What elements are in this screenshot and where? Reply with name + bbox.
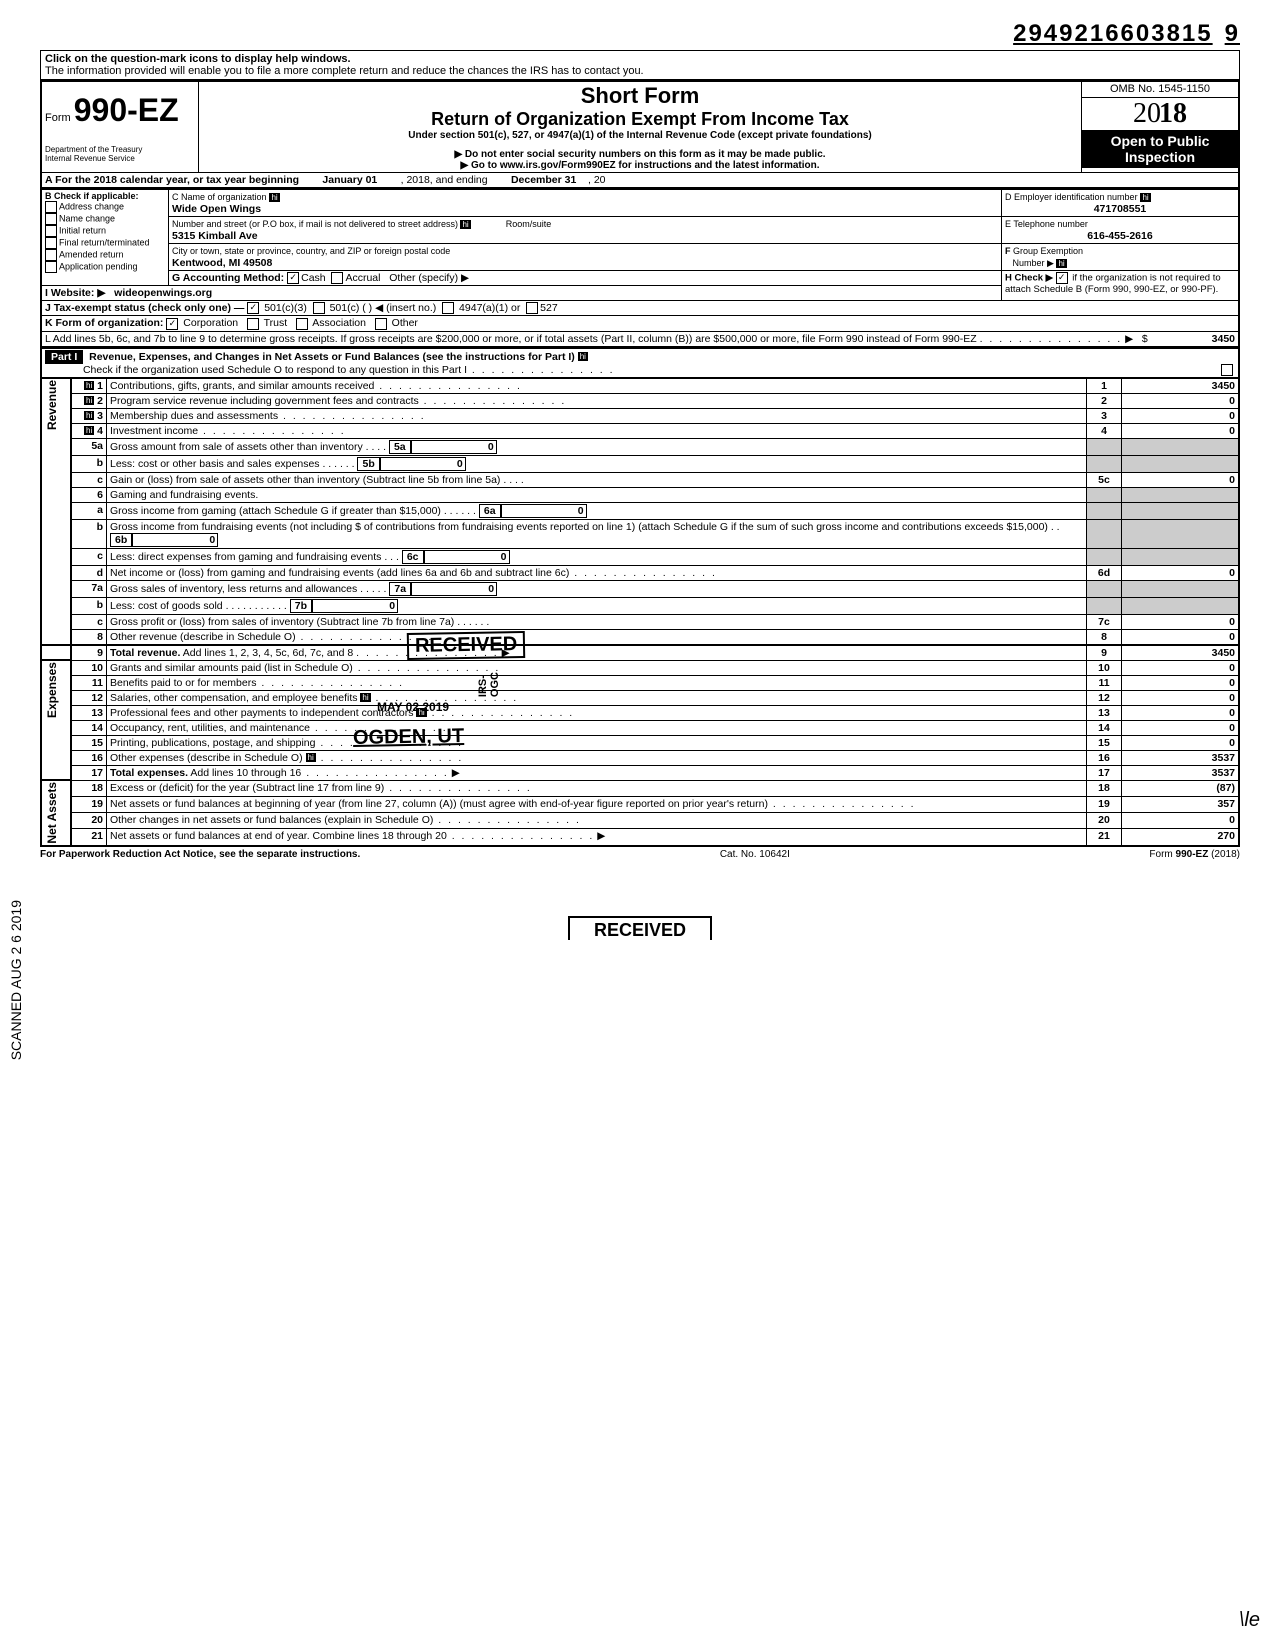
date-stamp: MAY 02 2019 — [377, 700, 449, 714]
b-label: B Check if applicable: — [45, 191, 139, 201]
street: 5315 Kimball Ave — [172, 230, 258, 242]
title-return: Return of Organization Exempt From Incom… — [202, 109, 1078, 130]
netassets-label: Net Assets — [45, 782, 59, 844]
line-a-begin: January 01 — [322, 174, 377, 186]
received-bottom: RECEIVED — [40, 920, 1240, 941]
help-title: Click on the question-mark icons to disp… — [45, 53, 1235, 65]
dept-label: Department of the TreasuryInternal Reven… — [45, 145, 195, 163]
part1-hdr: Part I — [45, 350, 83, 364]
tax-year: 2018 — [1082, 98, 1238, 130]
received-stamp: RECEIVED — [407, 631, 526, 660]
ein: 471708551 — [1094, 203, 1147, 215]
initials: \le — [1239, 1609, 1260, 1632]
corp-checkbox[interactable]: ✓ — [166, 318, 178, 330]
scanned-stamp: SCANNED AUG 2 6 2019 — [8, 900, 24, 1060]
line-l-text: L Add lines 5b, 6c, and 7b to line 9 to … — [45, 333, 977, 345]
part1-title: Revenue, Expenses, and Changes in Net As… — [89, 351, 575, 363]
title-ssn: ▶ Do not enter social security numbers o… — [202, 149, 1078, 160]
part1-table: Part I Revenue, Expenses, and Changes in… — [40, 348, 1240, 847]
form-header-table: Form 990-EZ Department of the TreasuryIn… — [40, 80, 1240, 189]
header-id: 29492166038159 — [40, 20, 1240, 48]
open-inspection: Open to PublicInspection — [1082, 130, 1238, 168]
schedo-checkbox[interactable] — [1221, 364, 1233, 376]
501c3-checkbox[interactable]: ✓ — [247, 302, 259, 314]
ogden-stamp: OGDEN, UT — [347, 725, 471, 750]
expenses-label: Expenses — [45, 662, 59, 718]
title-goto: ▶ Go to www.irs.gov/Form990EZ for instru… — [202, 160, 1078, 171]
help-sub: The information provided will enable you… — [45, 65, 1235, 77]
line-a-pre: A For the 2018 calendar year, or tax yea… — [45, 174, 299, 186]
entity-block: B Check if applicable: Address change Na… — [40, 189, 1240, 348]
help-box: Click on the question-mark icons to disp… — [40, 50, 1240, 80]
city: Kentwood, MI 49508 — [172, 257, 272, 269]
cash-checkbox[interactable]: ✓ — [287, 272, 299, 284]
org-name: Wide Open Wings — [172, 203, 261, 215]
omb-no: OMB No. 1545-1150 — [1085, 83, 1235, 95]
irs-ogc-stamp: IRS-OGC — [477, 672, 501, 697]
footer: For Paperwork Reduction Act Notice, see … — [40, 849, 1240, 860]
form-number-cell: Form 990-EZ — [45, 92, 195, 129]
revenue-label: Revenue — [45, 380, 59, 430]
sched-b-checkbox[interactable]: ✓ — [1056, 272, 1068, 284]
line1-amt: 3450 — [1122, 378, 1240, 394]
line-l-amt: 3450 — [1212, 333, 1235, 345]
title-under: Under section 501(c), 527, or 4947(a)(1)… — [202, 130, 1078, 141]
website: wideopenwings.org — [114, 287, 212, 299]
phone: 616-455-2616 — [1087, 230, 1152, 242]
title-short: Short Form — [202, 83, 1078, 109]
